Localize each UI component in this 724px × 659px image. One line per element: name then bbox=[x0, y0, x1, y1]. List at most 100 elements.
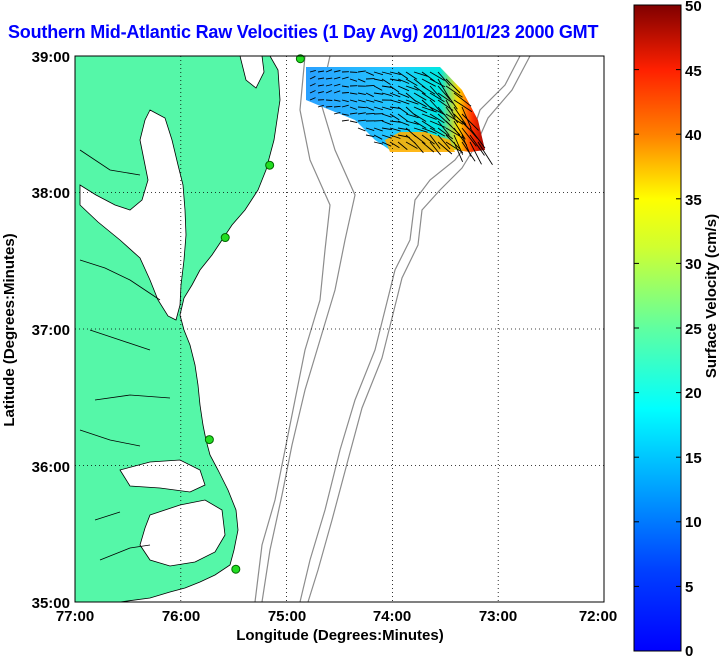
velocity-vector bbox=[349, 78, 358, 82]
velocity-vector bbox=[373, 120, 384, 122]
velocity-vector bbox=[309, 90, 316, 94]
velocity-vector bbox=[405, 85, 419, 91]
y-tick-label: 35:00 bbox=[32, 595, 70, 612]
velocity-vector bbox=[309, 69, 316, 73]
velocity-vector bbox=[373, 85, 383, 91]
velocity-vector bbox=[357, 78, 366, 83]
velocity-vector bbox=[445, 99, 456, 118]
x-tick-label: 77:00 bbox=[56, 608, 94, 625]
velocity-vector bbox=[429, 92, 445, 103]
coverage-high-speed-patch bbox=[385, 132, 455, 152]
y-tick-label: 39:00 bbox=[32, 49, 70, 66]
colorbar-tick-label: 5 bbox=[685, 579, 693, 596]
velocity-vector bbox=[429, 106, 446, 116]
velocity-vector bbox=[365, 92, 374, 98]
velocity-vector bbox=[381, 120, 392, 126]
velocity-vector bbox=[413, 113, 427, 122]
velocity-vector bbox=[317, 104, 324, 108]
velocity-vector bbox=[357, 127, 366, 132]
velocity-vector bbox=[341, 99, 349, 103]
velocity-vector bbox=[461, 120, 478, 139]
velocity-vector bbox=[437, 71, 451, 87]
velocity-vector bbox=[381, 134, 392, 139]
velocity-vector bbox=[357, 112, 366, 115]
velocity-vector bbox=[381, 127, 393, 131]
velocity-vector bbox=[349, 92, 358, 95]
velocity-vector bbox=[389, 92, 401, 98]
x-tick-label: 75:00 bbox=[268, 608, 306, 625]
velocity-vector bbox=[429, 113, 445, 124]
x-axis-label: Longitude (Degrees:Minutes) bbox=[236, 627, 444, 644]
y-tick-labels: 39:00 38:00 37:00 36:00 35:00 bbox=[32, 49, 70, 612]
velocity-vector bbox=[389, 141, 400, 149]
velocity-vector bbox=[429, 127, 446, 137]
velocity-vector bbox=[413, 127, 428, 133]
velocity-vector bbox=[373, 141, 384, 145]
velocity-vector bbox=[389, 99, 401, 104]
colorbar bbox=[633, 4, 682, 652]
velocity-vector bbox=[453, 92, 472, 107]
x-tick-label: 74:00 bbox=[373, 608, 411, 625]
velocity-vector bbox=[381, 78, 391, 85]
velocity-vector bbox=[413, 92, 427, 101]
colorbar-tick-label: 15 bbox=[685, 450, 702, 467]
velocity-vector bbox=[413, 85, 426, 95]
velocity-vector bbox=[461, 113, 479, 131]
colorbar-tick-label: 20 bbox=[685, 385, 702, 402]
velocity-vector bbox=[421, 106, 437, 113]
velocity-vector bbox=[429, 134, 441, 149]
x-tick-label: 73:00 bbox=[479, 608, 517, 625]
velocity-vector bbox=[309, 97, 316, 101]
velocity-vector bbox=[453, 120, 466, 140]
velocity-vector bbox=[421, 92, 436, 102]
velocity-vector bbox=[397, 92, 410, 99]
delaware-bay bbox=[239, 56, 265, 89]
velocity-vector bbox=[437, 134, 451, 150]
radar-station-marker bbox=[295, 54, 305, 64]
velocity-vector bbox=[413, 134, 426, 145]
velocity-vector bbox=[421, 134, 435, 145]
velocity-vector bbox=[373, 106, 384, 111]
velocity-vector bbox=[333, 76, 341, 80]
velocity-vector bbox=[389, 113, 400, 121]
velocity-vector bbox=[405, 120, 419, 125]
velocity-vector bbox=[405, 99, 419, 105]
colorbar-tick-label: 40 bbox=[685, 127, 702, 144]
velocity-vector bbox=[365, 134, 375, 138]
velocity-vector bbox=[397, 106, 409, 115]
grid-lines bbox=[75, 56, 604, 602]
velocity-vector bbox=[405, 113, 419, 119]
pamlico-sound bbox=[139, 499, 226, 567]
velocity-vector bbox=[397, 141, 408, 150]
velocity-vector bbox=[389, 78, 401, 82]
x-tick-labels: 77:00 76:00 75:00 74:00 73:00 72:00 bbox=[56, 608, 617, 625]
velocity-vector bbox=[445, 134, 461, 150]
radar-station-marker bbox=[204, 435, 214, 445]
velocity-vector bbox=[373, 99, 384, 103]
velocity-vector bbox=[461, 106, 472, 129]
velocity-vector bbox=[405, 71, 418, 80]
velocity-vector bbox=[437, 141, 453, 155]
velocity-vector bbox=[421, 113, 437, 120]
velocity-vector bbox=[437, 78, 448, 96]
velocity-field bbox=[306, 67, 493, 166]
colorbar-tick-label: 45 bbox=[685, 63, 702, 80]
velocity-vector bbox=[397, 78, 410, 84]
velocity-vector bbox=[341, 92, 349, 94]
velocity-vector bbox=[413, 120, 427, 129]
radar-stations bbox=[204, 54, 305, 574]
velocity-vector bbox=[317, 70, 325, 73]
velocity-vector bbox=[413, 141, 424, 154]
velocity-vector bbox=[413, 71, 428, 77]
velocity-vector bbox=[429, 71, 445, 81]
land-mainland bbox=[75, 56, 281, 602]
velocity-vector bbox=[357, 99, 366, 103]
velocity-vector bbox=[381, 92, 392, 97]
velocity-vector bbox=[429, 120, 446, 128]
velocity-vector bbox=[333, 99, 341, 102]
velocity-vector bbox=[429, 141, 442, 156]
velocity-vector bbox=[365, 99, 375, 103]
velocity-vector bbox=[333, 105, 341, 108]
y-tick-label: 38:00 bbox=[32, 185, 70, 202]
velocity-vector bbox=[333, 111, 341, 115]
